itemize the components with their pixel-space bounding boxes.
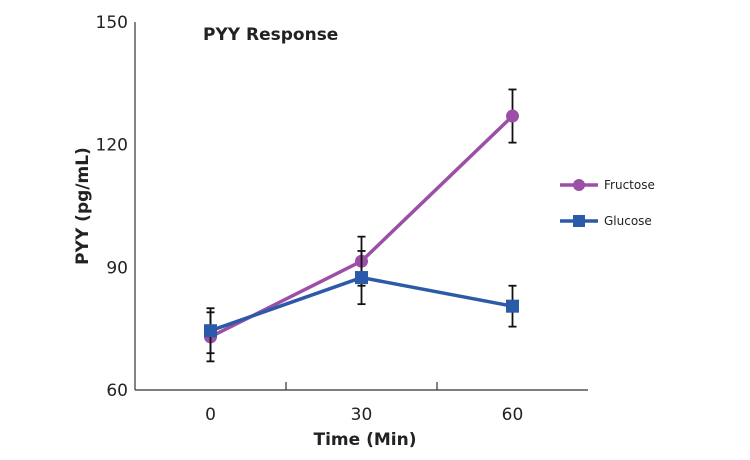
series-layer: [204, 88, 519, 363]
y-axis-label: PYY (pg/mL): [73, 147, 93, 265]
x-tick-label-1: 30: [351, 405, 373, 425]
x-axis-label: Time (Min): [314, 430, 417, 450]
legend-item-fructose: Fructose: [560, 178, 655, 192]
y-tick-label-120: 120: [96, 136, 128, 156]
chart-title: PYY Response: [203, 25, 338, 45]
legend-label-fructose: Fructose: [604, 178, 655, 192]
legend: Fructose Glucose: [560, 178, 655, 228]
legend-label-glucose: Glucose: [604, 214, 652, 228]
legend-item-glucose: Glucose: [560, 214, 652, 228]
glucose-point-1: [355, 271, 368, 285]
y-tick-label-60: 60: [106, 381, 128, 401]
y-tick-label-150: 150: [96, 13, 128, 33]
x-tick-label-0: 0: [205, 405, 216, 425]
glucose-point-2: [506, 299, 519, 313]
glucose-point-0: [204, 324, 217, 338]
y-tick-label-90: 90: [106, 258, 128, 278]
fructose-point-2: [506, 109, 519, 123]
series-glucose: [204, 250, 519, 355]
x-axis-ticks: 0 30 60: [205, 382, 523, 425]
y-axis-ticks: 60 90 120 150: [96, 13, 128, 401]
series-fructose: [204, 88, 519, 363]
x-tick-label-2: 60: [502, 405, 524, 425]
